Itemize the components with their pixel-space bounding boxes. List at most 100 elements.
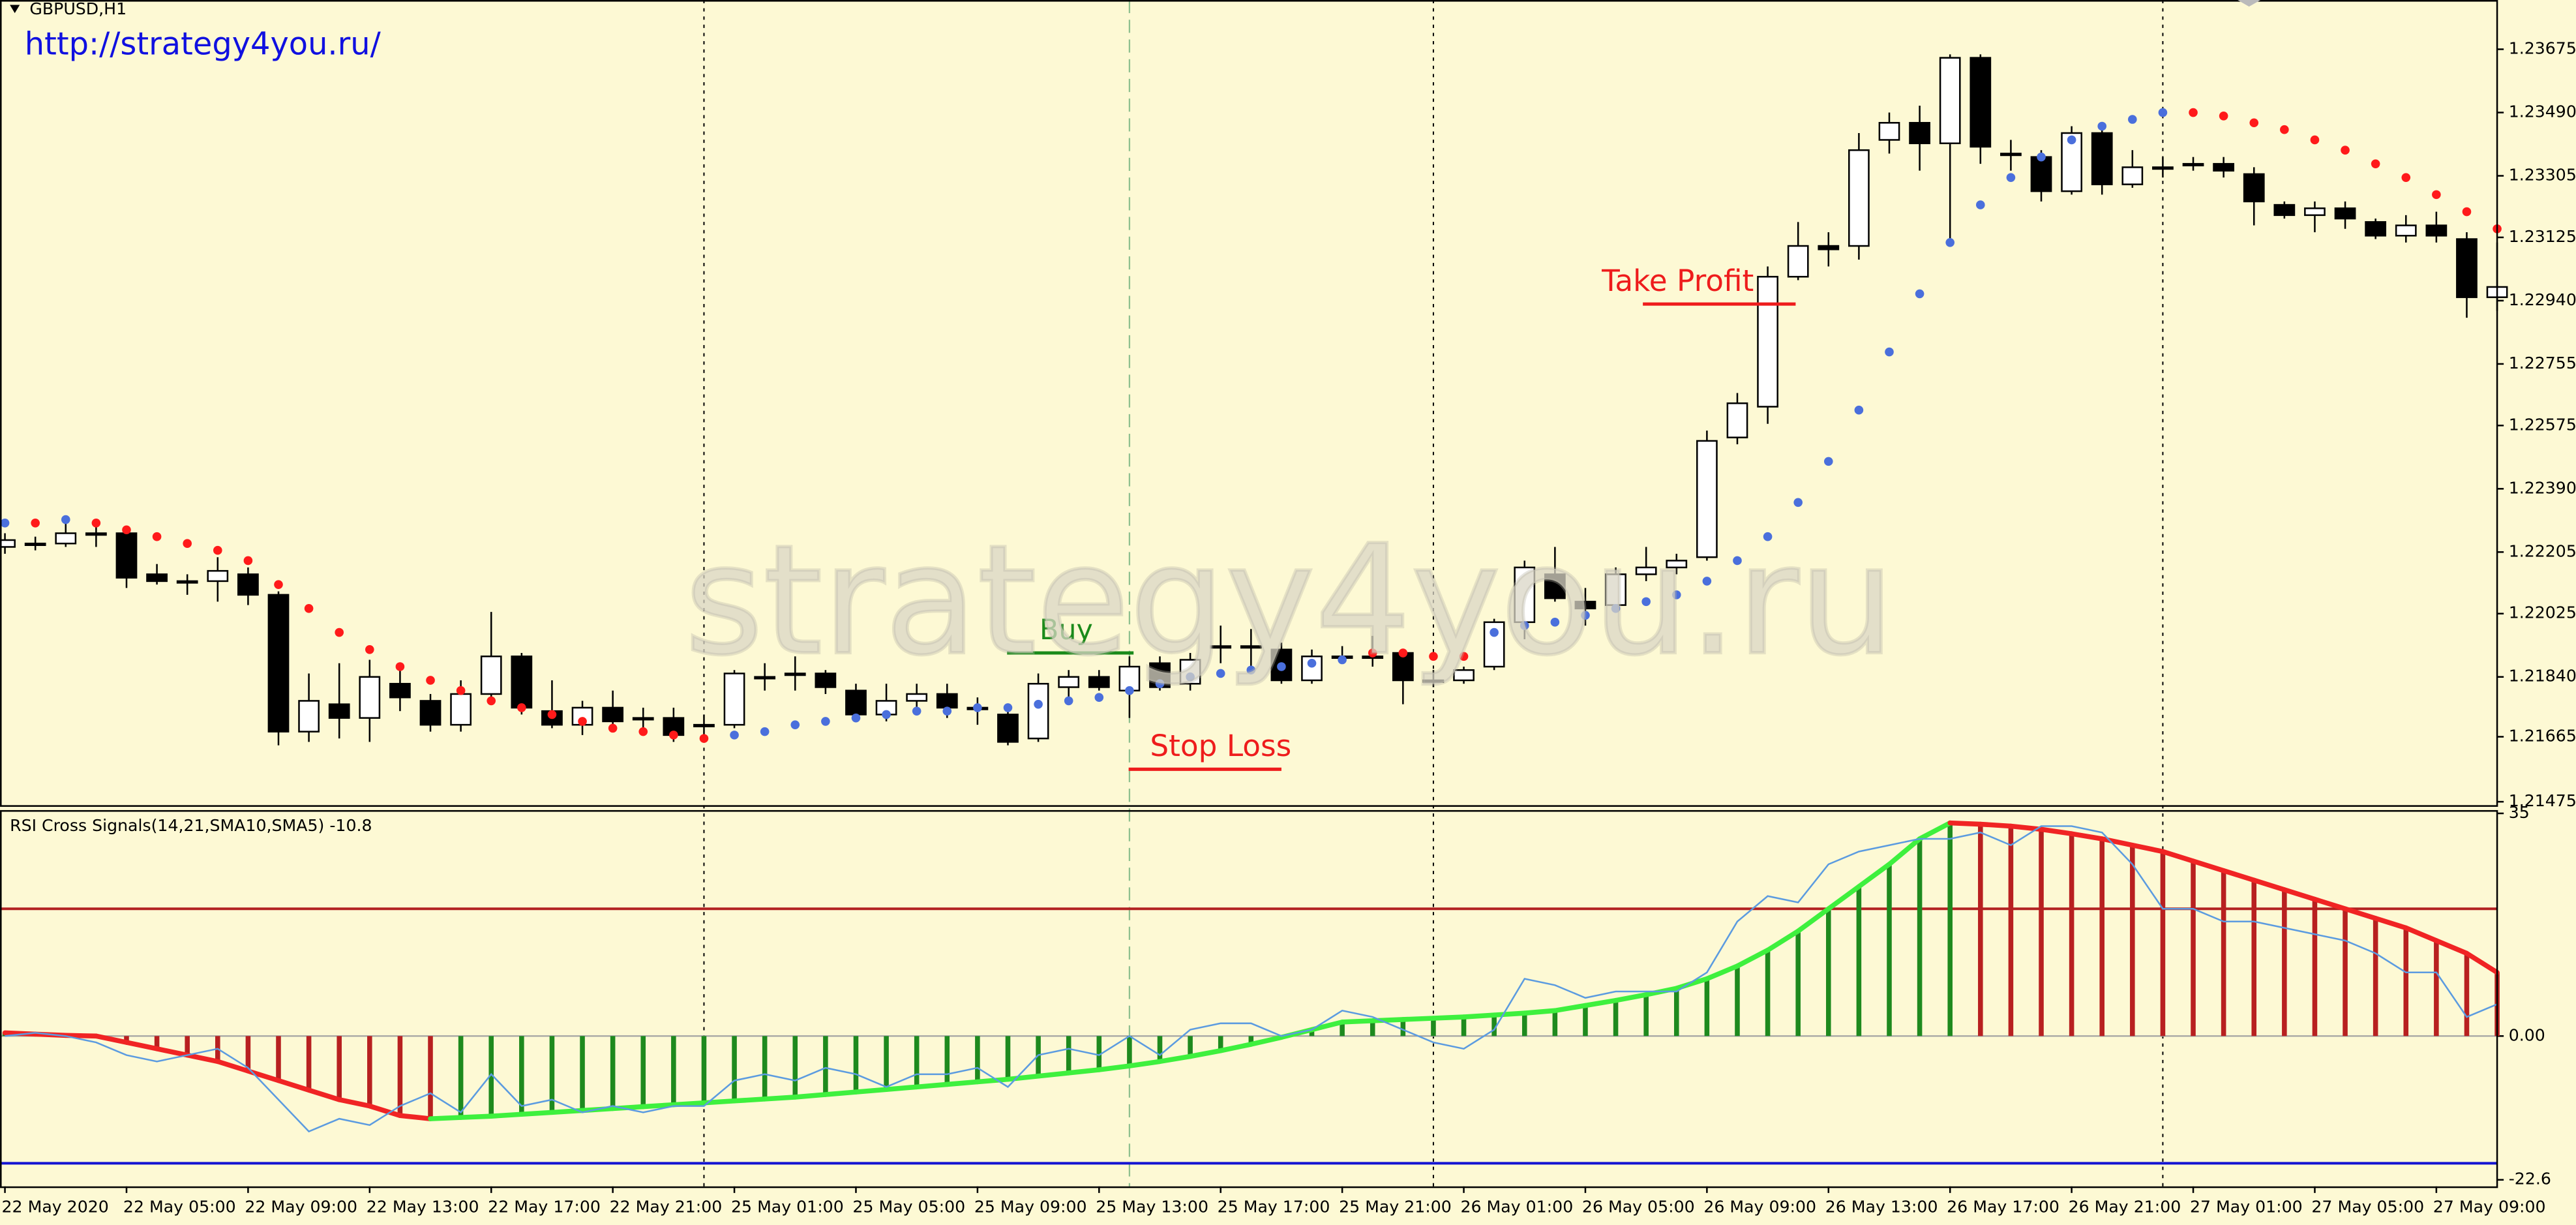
histogram-bar <box>1856 886 1862 1036</box>
candle-body <box>754 676 776 680</box>
sar-dot <box>882 710 891 719</box>
y-tick-label: 1.23125 <box>2509 227 2576 246</box>
histogram-bar <box>1491 1015 1497 1036</box>
signal-line <box>671 1100 707 1108</box>
signal-line <box>367 1103 403 1118</box>
histogram-bar <box>1765 950 1771 1036</box>
histogram-bar <box>154 1036 160 1049</box>
sar-dot <box>61 515 70 524</box>
histogram-bar <box>428 1036 433 1119</box>
sar-dot <box>365 644 374 654</box>
sar-dot <box>1216 669 1225 678</box>
signal-line <box>792 1092 828 1100</box>
candle-body <box>24 542 46 547</box>
x-tick-label: 27 May 05:00 <box>2311 1198 2424 1217</box>
sar-dot <box>1277 662 1286 671</box>
histogram-bar <box>124 1036 129 1043</box>
sar-dot <box>122 525 131 535</box>
signal-line <box>2130 842 2166 854</box>
sar-dot <box>1945 237 1955 247</box>
candle-body <box>1818 245 1840 250</box>
y-tick-label: 35 <box>2509 803 2530 822</box>
sar-dot <box>0 518 10 528</box>
sar-dot <box>517 703 526 712</box>
signal-line <box>1765 928 1801 953</box>
histogram-bar <box>2008 826 2014 1036</box>
signal-line <box>1066 1067 1102 1076</box>
y-tick-label: 1.23675 <box>2509 39 2576 58</box>
sar-dot <box>821 717 830 726</box>
sar-dot <box>973 703 982 712</box>
signal-line <box>2434 938 2470 956</box>
candle-body <box>176 580 198 584</box>
y-tick-label: 1.21475 <box>2509 791 2576 810</box>
sar-dot <box>2341 145 2350 155</box>
histogram-bar <box>853 1036 859 1093</box>
candle-body <box>359 676 381 719</box>
signal-line <box>1826 884 1862 912</box>
signal-line <box>914 1081 950 1090</box>
y-tick-label: 1.23490 <box>2509 102 2576 121</box>
histogram-bar <box>549 1036 555 1113</box>
y-tick-label: -22.6 <box>2509 1170 2551 1188</box>
signal-line <box>853 1087 889 1095</box>
signal-line <box>63 1033 99 1039</box>
histogram-bar <box>2099 838 2104 1036</box>
sar-dot <box>1307 658 1317 668</box>
signal-line <box>488 1112 524 1119</box>
candle-body <box>693 723 715 727</box>
signal-line <box>185 1052 220 1065</box>
histogram-bar <box>1826 909 1831 1036</box>
collapse-arrow[interactable] <box>10 5 20 14</box>
x-tick-label: 25 May 17:00 <box>1218 1198 1330 1217</box>
signal-line <box>2069 831 2105 841</box>
sar-dot <box>1611 604 1621 613</box>
candle-body <box>2456 238 2478 298</box>
candle-body <box>1574 601 1596 610</box>
signal-line <box>2282 887 2318 902</box>
sar-dot <box>2067 135 2076 145</box>
sar-dot <box>1793 498 1803 507</box>
annotation-label: Take Profit <box>1601 264 1754 298</box>
signal-line <box>1400 1016 1436 1022</box>
sar-dot <box>2371 159 2380 168</box>
histogram-bar <box>2251 880 2257 1036</box>
histogram-bar <box>1613 1000 1619 1036</box>
histogram-bar <box>397 1036 403 1116</box>
histogram-bar <box>1643 994 1649 1036</box>
signal-line <box>1461 1012 1497 1020</box>
histogram-bar <box>1673 988 1679 1036</box>
site-url[interactable]: http://strategy4you.ru/ <box>25 27 382 63</box>
candle-body <box>1696 440 1718 558</box>
signal-line <box>944 1079 980 1087</box>
candle-body <box>55 532 77 545</box>
sar-dot <box>1854 405 1864 415</box>
signal-line <box>1673 976 1710 991</box>
corner-marker <box>2238 0 2261 7</box>
candle-body <box>419 700 442 726</box>
histogram-bar <box>276 1036 281 1081</box>
sar-dot <box>730 731 739 740</box>
sar-dot <box>1702 577 1712 586</box>
candle-body <box>723 673 745 726</box>
signal-line <box>2403 925 2439 943</box>
y-tick-label: 1.22390 <box>2509 478 2576 497</box>
signal-line <box>1491 1010 1527 1018</box>
sar-dot <box>1064 696 1073 706</box>
sar-dot <box>1429 652 1438 661</box>
sar-dot <box>487 696 496 706</box>
y-tick-label: 0.00 <box>2509 1025 2545 1044</box>
candle-body <box>1240 645 1262 649</box>
sar-dot <box>1733 556 1742 566</box>
x-tick-label: 22 May 17:00 <box>488 1198 601 1217</box>
candle-body <box>2334 207 2356 220</box>
candle-body <box>2304 207 2326 217</box>
histogram-bar <box>1947 823 1953 1036</box>
candle-body <box>1848 149 1870 247</box>
sar-dot <box>1490 628 1499 637</box>
candle-body <box>1666 560 1688 569</box>
signal-line <box>975 1076 1011 1085</box>
x-tick-label: 26 May 05:00 <box>1582 1198 1695 1217</box>
signal-line <box>1096 1063 1132 1072</box>
watermark: strategy4you.ru <box>685 513 1895 689</box>
